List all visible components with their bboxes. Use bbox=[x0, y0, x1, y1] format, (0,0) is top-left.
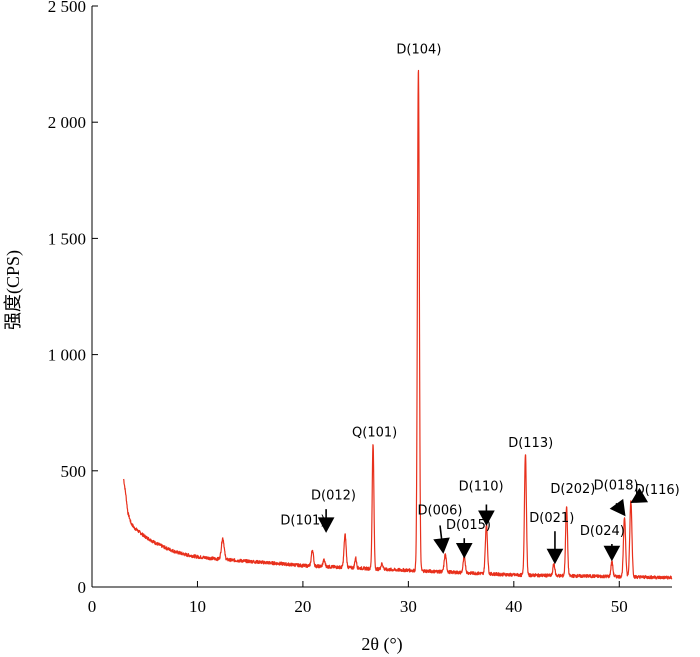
peak-label: D(113) bbox=[508, 436, 553, 451]
arrow-head-icon bbox=[455, 542, 473, 559]
y-tick-label: 1 500 bbox=[48, 229, 86, 248]
peak-label: D(006) bbox=[418, 503, 463, 518]
x-axis-title: 2θ (°) bbox=[361, 634, 402, 655]
peak-label: D(116) bbox=[635, 483, 680, 498]
y-tick-label: 500 bbox=[61, 462, 87, 481]
arrow-head-icon bbox=[433, 537, 450, 554]
diffraction-trace bbox=[123, 69, 673, 580]
plot-area: 0 500 1 000 1 500 2 000 2 500 0 10 20 30 40 50 D(1… bbox=[48, 0, 680, 616]
peak-label: D(110) bbox=[459, 480, 504, 495]
y-tick-label: 0 bbox=[78, 578, 87, 597]
arrow-head-icon bbox=[478, 510, 495, 526]
peak-labels: D(104) Q(101) D(113) D(012) D(101) D(110) D(00… bbox=[280, 43, 679, 540]
peak-label: D(012) bbox=[311, 488, 356, 503]
x-tick-label: 30 bbox=[400, 597, 417, 616]
arrow-head-icon bbox=[603, 545, 621, 562]
arrow-head-icon bbox=[609, 498, 626, 517]
peak-label: D(101) bbox=[280, 514, 325, 529]
peak-label: D(015) bbox=[446, 518, 491, 533]
x-tick-label: 10 bbox=[189, 597, 206, 616]
x-tick-label: 50 bbox=[611, 597, 628, 616]
y-tick-label: 2 000 bbox=[48, 113, 86, 132]
arrow-head-icon bbox=[546, 548, 564, 565]
y-tick-label: 2 500 bbox=[48, 0, 86, 16]
y-axis-ticks: 0 500 1 000 1 500 2 000 2 500 bbox=[48, 0, 98, 597]
x-tick-label: 20 bbox=[294, 597, 311, 616]
y-tick-label: 1 000 bbox=[48, 346, 86, 365]
peak-label: Q(101) bbox=[352, 425, 397, 440]
peak-label: D(021) bbox=[529, 511, 574, 526]
arrow-head-icon bbox=[317, 517, 335, 533]
peak-label: D(018) bbox=[594, 478, 639, 493]
peak-label: D(202) bbox=[550, 482, 595, 497]
y-axis-title: 强度(CPS) bbox=[3, 250, 24, 330]
x-tick-label: 0 bbox=[88, 597, 97, 616]
arrow-shaft bbox=[439, 525, 443, 540]
peak-label: D(104) bbox=[396, 43, 441, 58]
arrow-head-icon bbox=[630, 487, 649, 504]
x-axis-ticks: 0 10 20 30 40 50 bbox=[88, 581, 628, 616]
peak-arrows bbox=[317, 487, 649, 565]
peak-label: D(024) bbox=[580, 524, 625, 539]
x-tick-label: 40 bbox=[505, 597, 522, 616]
